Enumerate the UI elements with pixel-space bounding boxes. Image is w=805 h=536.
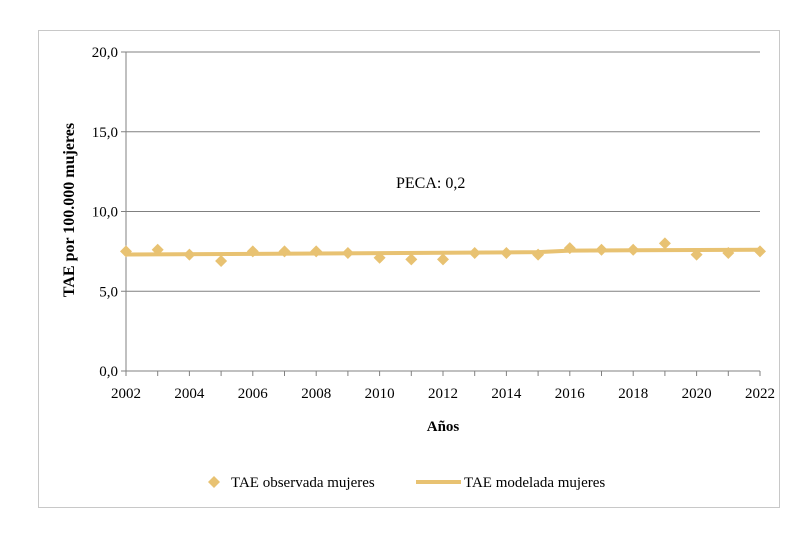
y-tick-label: 5,0	[99, 284, 118, 300]
observed-point	[341, 246, 354, 259]
legend-label-observed: TAE observada mujeres	[231, 475, 375, 491]
observed-point	[595, 243, 608, 256]
observed-point	[373, 251, 386, 264]
y-tick-label: 10,0	[92, 205, 118, 221]
x-tick-label: 2014	[491, 386, 522, 402]
modeled-line	[125, 247, 761, 257]
legend-label-modeled: TAE modelada mujeres	[464, 475, 605, 491]
observed-point	[563, 242, 576, 255]
x-tick-label: 2006	[238, 386, 269, 402]
observed-point	[468, 246, 481, 259]
y-tick-label: 20,0	[92, 45, 118, 61]
observed-point	[627, 243, 640, 256]
gridlines	[126, 51, 760, 292]
observed-point	[183, 248, 196, 261]
observed-point	[690, 248, 703, 261]
chart-frame	[38, 30, 780, 508]
observed-series	[120, 237, 766, 267]
observed-point	[437, 253, 449, 266]
x-tick-labels: 2002 2004 2006 2008 2010 2012 2014 2016 2018 2020…	[111, 386, 775, 402]
legend-diamond-icon	[208, 476, 220, 488]
observed-point	[754, 245, 766, 258]
x-tick-label: 2016	[555, 386, 586, 402]
observed-point	[120, 245, 132, 258]
x-tick-label: 2022	[745, 386, 775, 402]
legend: TAE observada mujeres TAE modelada mujer…	[208, 475, 605, 491]
x-axis-label: Años	[427, 419, 460, 435]
y-tick-labels: 0,0 5,0 10,0 15,0 20,0	[92, 45, 118, 380]
x-tick-label: 2002	[111, 386, 141, 402]
observed-point	[246, 245, 259, 258]
axes	[121, 51, 761, 376]
y-tick-label: 15,0	[92, 125, 118, 141]
observed-point	[722, 246, 735, 259]
x-tick-label: 2020	[682, 386, 712, 402]
observed-point	[310, 245, 323, 258]
peca-annotation: PECA: 0,2	[396, 175, 465, 192]
x-tick-label: 2018	[618, 386, 648, 402]
x-tick-label: 2008	[301, 386, 331, 402]
observed-point	[500, 246, 513, 259]
x-tick-label: 2012	[428, 386, 458, 402]
y-tick-label: 0,0	[99, 364, 118, 380]
observed-point	[405, 253, 418, 266]
modeled-series	[125, 247, 761, 257]
observed-point	[278, 245, 291, 258]
y-axis-label: TAE por 100.000 mujeres	[61, 123, 78, 297]
observed-point	[532, 248, 545, 261]
observed-point	[215, 254, 228, 267]
x-tick-label: 2004	[174, 386, 205, 402]
observed-point	[151, 243, 164, 256]
observed-point	[658, 237, 671, 250]
x-tick-label: 2010	[365, 386, 395, 402]
